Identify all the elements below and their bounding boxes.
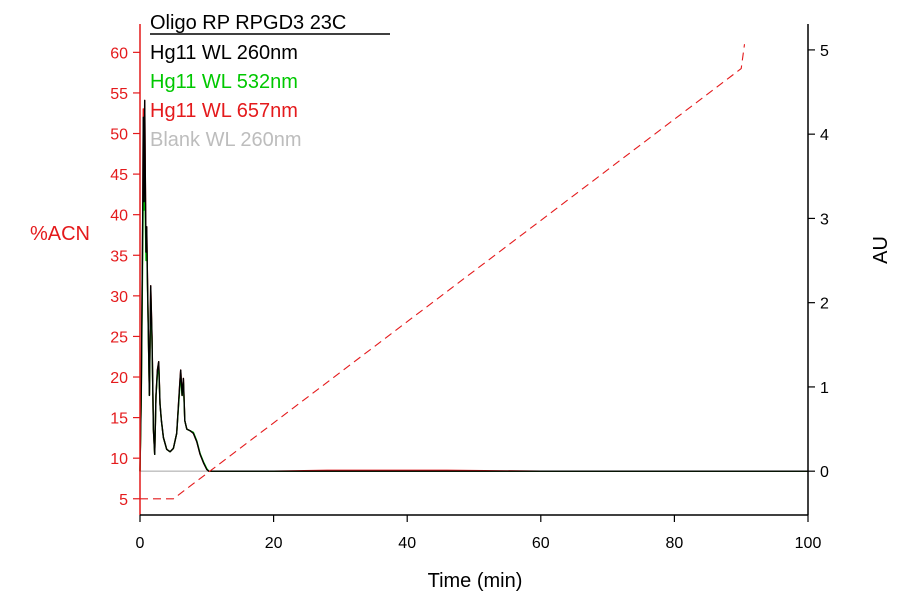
y-left-tick-label: 45	[110, 167, 128, 184]
axes	[133, 24, 815, 522]
y-right-tick-label: 0	[820, 464, 829, 481]
y-left-axis-label: %ACN	[30, 223, 90, 245]
plot-lines	[139, 44, 808, 500]
y-left-tick-label: 10	[110, 451, 128, 468]
y-left-tick-label: 60	[110, 45, 128, 62]
y-right-tick-label: 3	[820, 211, 829, 228]
series-line-hg11-wl-260nm	[139, 99, 808, 472]
legend-entry: Blank WL 260nm	[150, 129, 302, 151]
y-left-tick-label: 5	[119, 492, 128, 509]
y-left-tick-label: 50	[110, 127, 128, 144]
legend-entry: Hg11 WL 657nm	[150, 100, 298, 122]
y-left-tick-label: 35	[110, 248, 128, 265]
x-tick-label: 20	[265, 535, 283, 552]
y-right-tick-label: 4	[820, 127, 829, 144]
x-tick-label: 40	[398, 535, 416, 552]
y-left-tick-label: 30	[110, 289, 128, 306]
legend-entry: Hg11 WL 260nm	[150, 42, 298, 64]
y-left-tick-label: 40	[110, 208, 128, 225]
x-tick-label: 60	[532, 535, 550, 552]
y-left-tick-label: 15	[110, 411, 128, 428]
y-right-axis-label: AU	[870, 236, 892, 264]
series-line-hg11-wl-532nm	[139, 167, 808, 472]
tick-labels: 0 20 40 60 80 1005101520253035404550556001234…	[110, 43, 829, 552]
y-right-tick-label: 5	[820, 43, 829, 60]
series-line-hg11-wl-657nm	[139, 99, 808, 472]
y-right-tick-label: 2	[820, 296, 829, 313]
y-right-tick-label: 1	[820, 380, 829, 397]
x-tick-label: 80	[666, 535, 684, 552]
legend: Oligo RP RPGD3 23C Hg11 WL 260nm Hg11 WL …	[150, 12, 390, 151]
legend-entry: Hg11 WL 532nm	[150, 71, 298, 93]
y-left-tick-label: 55	[110, 86, 128, 103]
x-tick-label: 100	[795, 535, 822, 552]
y-left-tick-label: 25	[110, 329, 128, 346]
chart-title: Oligo RP RPGD3 23C	[150, 12, 346, 34]
gradient-line	[140, 44, 746, 500]
x-axis-label: Time (min)	[428, 570, 523, 592]
y-left-tick-label: 20	[110, 370, 128, 387]
x-tick-label: 0	[136, 535, 145, 552]
